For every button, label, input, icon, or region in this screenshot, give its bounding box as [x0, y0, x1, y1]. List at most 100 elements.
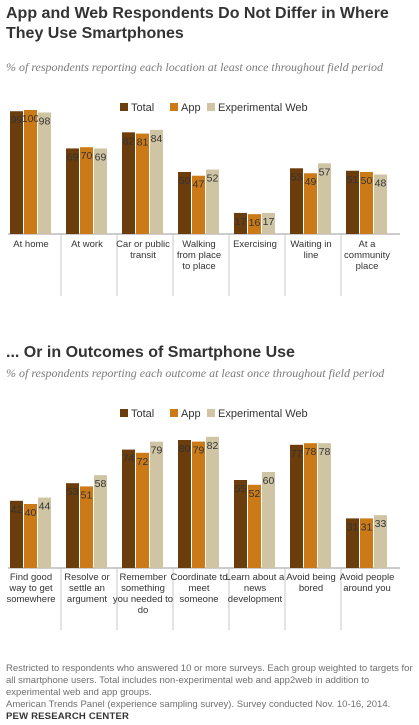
bar-total	[122, 132, 135, 234]
category-label: Car or public transit	[116, 239, 170, 261]
category-label-line: to place	[182, 261, 215, 272]
footnotes: Restricted to respondents who answered 1…	[6, 663, 416, 711]
legend-swatch-app	[170, 409, 178, 417]
bar-app	[136, 133, 149, 234]
category-label-line: news	[244, 583, 266, 594]
data-label: 78	[319, 446, 331, 458]
legend-item-app: App	[170, 408, 201, 420]
bar-app	[304, 443, 317, 568]
category-label: Learn about a news development	[226, 572, 285, 605]
bar-experimental-web	[318, 163, 331, 234]
legend-label-app: App	[181, 102, 201, 114]
data-label: 79	[151, 445, 163, 457]
category-label-line: somewhere	[6, 594, 55, 605]
legend-swatch-web	[207, 103, 215, 111]
bar-total	[66, 148, 79, 234]
bar-experimental-web	[206, 169, 219, 234]
category-label: At home	[13, 239, 48, 250]
bar-experimental-web	[206, 436, 219, 568]
chart2-title: ... Or in Outcomes of Smartphone Use	[6, 344, 295, 361]
data-label: 77	[291, 448, 303, 460]
category-label-line: argument	[67, 594, 107, 605]
data-label: 49	[305, 176, 317, 188]
bar-app	[80, 147, 93, 234]
bar-app	[360, 518, 373, 568]
bar-total	[122, 449, 135, 568]
category-label-line: place	[356, 261, 379, 272]
chart2-legend: Total App Experimental Web	[120, 408, 410, 422]
category-label-line: Exercising	[233, 239, 277, 250]
category-label: Remember something you needed to do	[113, 572, 173, 616]
category-label: Avoid people around you	[340, 572, 395, 594]
category-label-line: At work	[71, 239, 103, 250]
bar-total	[178, 172, 191, 234]
data-label: 31	[347, 521, 359, 533]
bar-total	[234, 480, 247, 568]
legend-swatch-total	[120, 103, 128, 111]
bar-experimental-web	[94, 475, 107, 568]
legend-item-web: Experimental Web	[207, 408, 308, 420]
data-label: 40	[25, 507, 37, 519]
data-label: 31	[361, 521, 373, 533]
category-label-line: bored	[299, 583, 323, 594]
bar-total	[10, 111, 23, 234]
category-label-line: At a	[359, 239, 377, 250]
category-label-line: Find good	[10, 572, 52, 583]
bar-experimental-web	[374, 174, 387, 234]
bar-experimental-web	[374, 515, 387, 568]
chart1-subtitle: % of respondents reporting each location…	[6, 60, 383, 74]
chart1-legend: Total App Experimental Web	[120, 102, 410, 116]
data-label: 58	[95, 478, 107, 490]
category-label: Avoid being bored	[286, 572, 335, 594]
category-label-line: community	[344, 250, 390, 261]
bar-total	[10, 500, 23, 568]
bar-total	[66, 483, 79, 568]
data-label: 52	[249, 488, 261, 500]
bar-experimental-web	[38, 112, 51, 234]
category-label: At work	[71, 239, 103, 250]
bar-experimental-web	[318, 443, 331, 568]
data-label: 70	[81, 150, 93, 162]
data-label: 44	[39, 501, 51, 513]
data-label: 47	[193, 179, 205, 191]
chart1-title: App and Web Respondents Do Not Differ in…	[6, 5, 389, 42]
bar-app	[304, 173, 317, 234]
bar-total	[346, 170, 359, 234]
data-label: 55	[235, 483, 247, 495]
category-label-line: settle an	[69, 583, 105, 594]
category-label-line: Resolve or	[64, 572, 109, 583]
data-label: 80	[179, 443, 191, 455]
category-label: Exercising	[233, 239, 277, 250]
data-label: 57	[319, 166, 331, 178]
category-label: At a community place	[344, 239, 390, 272]
bar-app	[248, 484, 261, 568]
legend-item-total: Total	[120, 102, 154, 114]
data-label: 82	[207, 440, 219, 452]
legend-item-app: App	[170, 102, 201, 114]
source-credit: PEW RESEARCH CENTER	[6, 711, 130, 722]
data-label: 82	[123, 135, 135, 147]
bar-app	[80, 486, 93, 568]
data-label: 99	[11, 114, 23, 126]
category-label-line: meet	[188, 583, 209, 594]
data-label: 72	[137, 456, 149, 468]
bar-app	[24, 504, 37, 568]
legend-swatch-web	[207, 409, 215, 417]
bar-experimental-web	[150, 129, 163, 234]
legend-label-total: Total	[131, 102, 155, 114]
bar-app	[360, 172, 373, 234]
data-label: 52	[207, 173, 219, 185]
data-label: 17	[263, 216, 275, 228]
legend-swatch-total	[120, 409, 128, 417]
data-label: 17	[235, 216, 247, 228]
bar-app	[136, 452, 149, 568]
category-label: Walking from place to place	[177, 239, 221, 272]
bar-experimental-web	[38, 497, 51, 568]
data-label: 16	[249, 217, 261, 229]
legend-item-web: Experimental Web	[207, 102, 308, 114]
data-label: 53	[67, 486, 79, 498]
category-label-line: around you	[343, 583, 391, 594]
data-label: 78	[305, 446, 317, 458]
category-label-line: development	[228, 594, 283, 605]
bar-experimental-web	[262, 212, 275, 234]
